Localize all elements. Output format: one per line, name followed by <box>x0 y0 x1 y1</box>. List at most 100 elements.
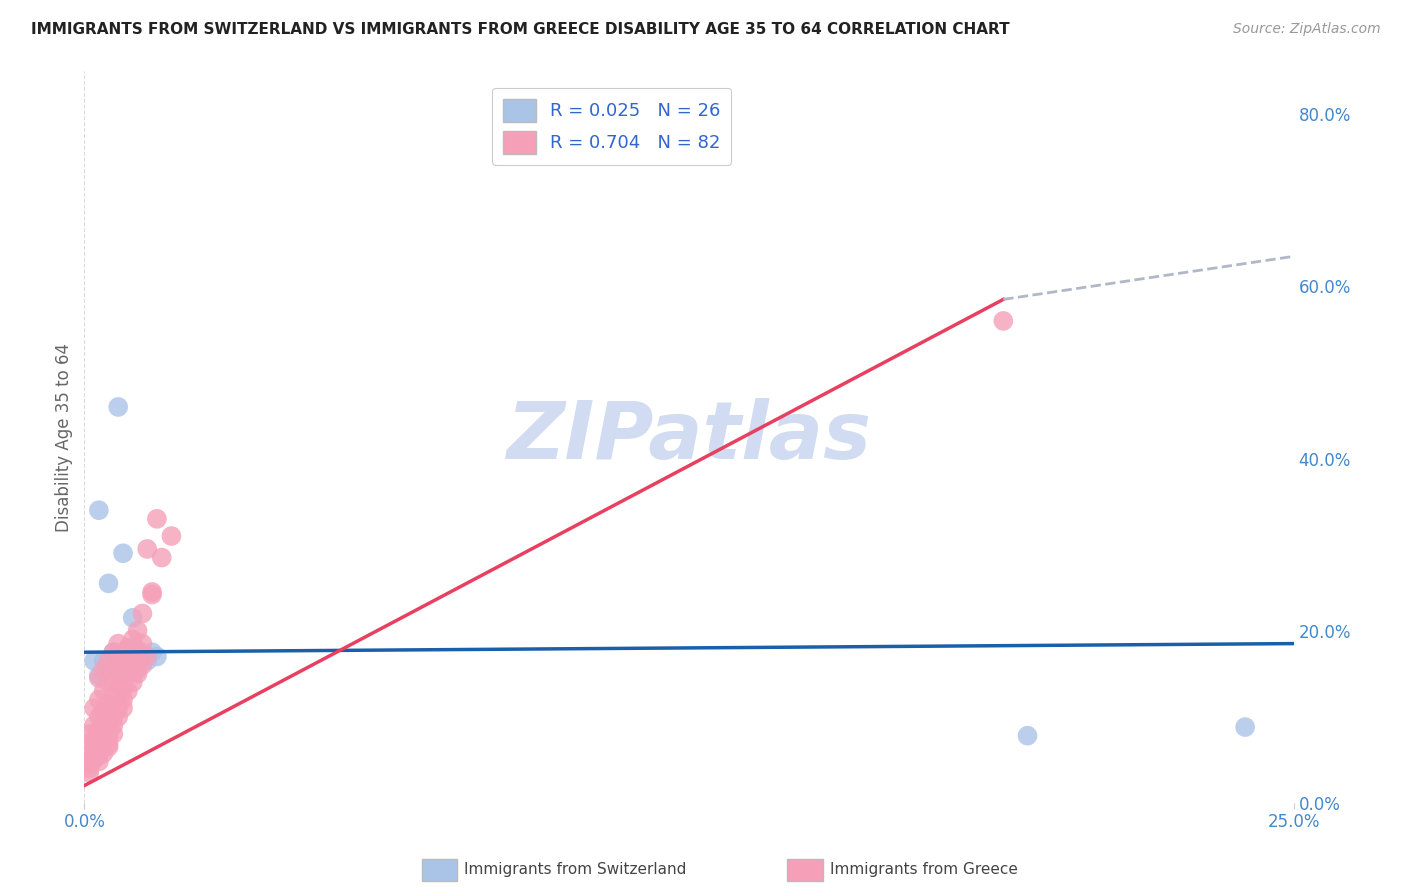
Point <box>131 658 153 673</box>
Point <box>121 665 143 679</box>
Point <box>121 645 143 659</box>
Point <box>121 632 143 647</box>
Point <box>83 753 105 767</box>
Point <box>93 654 115 668</box>
Point <box>87 668 110 682</box>
Point <box>141 645 163 659</box>
Point <box>97 739 120 754</box>
Point <box>131 607 153 621</box>
Point <box>83 731 105 746</box>
Point <box>93 727 115 741</box>
Point <box>83 718 105 732</box>
Point <box>127 624 149 638</box>
Point <box>93 735 115 749</box>
Point <box>107 701 129 715</box>
Point <box>121 675 143 690</box>
Point <box>97 729 120 743</box>
Point <box>87 710 110 724</box>
Point <box>87 671 110 685</box>
Point <box>112 701 135 715</box>
Point <box>93 706 115 720</box>
Legend: R = 0.025   N = 26, R = 0.704   N = 82: R = 0.025 N = 26, R = 0.704 N = 82 <box>492 87 731 165</box>
Point <box>117 662 139 676</box>
Point <box>127 662 149 676</box>
Point <box>117 640 139 655</box>
Point <box>97 727 120 741</box>
Text: Immigrants from Switzerland: Immigrants from Switzerland <box>464 863 686 877</box>
Point <box>103 688 125 702</box>
Point <box>112 671 135 685</box>
Point <box>87 692 110 706</box>
Point <box>107 662 129 676</box>
Point <box>993 314 1015 328</box>
Point <box>103 710 125 724</box>
Point <box>77 757 100 772</box>
Point <box>97 675 120 690</box>
Point <box>103 645 125 659</box>
Point <box>107 637 129 651</box>
Point <box>93 662 115 676</box>
Point <box>107 710 129 724</box>
Point <box>87 742 110 756</box>
Point <box>136 541 159 556</box>
Point <box>146 512 169 526</box>
Point <box>93 731 115 746</box>
Point <box>103 657 125 671</box>
Point <box>141 588 163 602</box>
Point <box>103 718 125 732</box>
Point <box>121 611 143 625</box>
Point <box>1234 720 1257 734</box>
Point <box>136 649 159 664</box>
Point <box>117 684 139 698</box>
Point <box>131 637 153 651</box>
Point <box>77 761 100 775</box>
Point <box>107 680 129 694</box>
Point <box>160 529 183 543</box>
Point <box>97 718 120 732</box>
Point <box>83 735 105 749</box>
Point <box>77 748 100 763</box>
Point <box>103 699 125 714</box>
Point <box>93 684 115 698</box>
Point <box>103 727 125 741</box>
Point <box>121 654 143 668</box>
Point <box>1017 729 1039 743</box>
Point <box>87 503 110 517</box>
Text: ZIPatlas: ZIPatlas <box>506 398 872 476</box>
Point <box>127 666 149 681</box>
Point <box>131 649 153 664</box>
Point <box>97 654 120 668</box>
Point <box>97 737 120 751</box>
Point <box>103 666 125 681</box>
Point <box>150 550 173 565</box>
Point <box>127 645 149 659</box>
Point <box>83 739 105 754</box>
Point <box>117 648 139 662</box>
Point <box>97 706 120 720</box>
Point <box>141 585 163 599</box>
Point <box>97 718 120 732</box>
Point <box>107 658 129 673</box>
Point <box>112 651 135 665</box>
Point <box>83 748 105 763</box>
Point <box>83 739 105 754</box>
Point <box>117 640 139 655</box>
Point <box>136 654 159 668</box>
Text: Immigrants from Greece: Immigrants from Greece <box>830 863 1018 877</box>
Point <box>83 654 105 668</box>
Point <box>112 682 135 697</box>
Point <box>87 755 110 769</box>
Point <box>112 546 135 560</box>
Point <box>83 748 105 763</box>
Point <box>93 746 115 760</box>
Point <box>107 662 129 676</box>
Point <box>97 697 120 711</box>
Point <box>112 649 135 664</box>
Point <box>83 701 105 715</box>
Point <box>127 642 149 657</box>
Point <box>146 649 169 664</box>
Point <box>77 727 100 741</box>
Point <box>97 576 120 591</box>
Point <box>93 714 115 728</box>
Point <box>93 665 115 679</box>
